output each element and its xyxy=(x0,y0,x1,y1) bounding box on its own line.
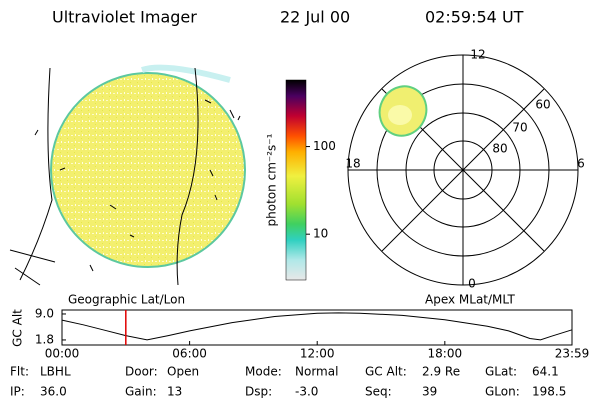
altitude-line xyxy=(61,312,573,341)
x-tick-label: 23:59 xyxy=(555,347,590,361)
earth-image xyxy=(50,64,246,268)
field-label: GLat: xyxy=(485,365,517,379)
colorbar xyxy=(285,79,307,281)
field-label: Seq: xyxy=(365,385,392,399)
polar-grid xyxy=(347,54,579,286)
y-tick-label: 9.0 xyxy=(35,306,54,320)
field-label: Door: xyxy=(125,365,158,379)
colorbar-tick-label: 10 xyxy=(313,227,328,241)
field-label: Mode: xyxy=(245,365,282,379)
time: 02:59:54 UT xyxy=(425,8,524,27)
lat-label: 80 xyxy=(492,142,507,156)
field-value: 13 xyxy=(167,385,182,399)
field-label: Gain: xyxy=(125,385,157,399)
x-tick-label: 00:00 xyxy=(45,347,80,361)
title: Ultraviolet Imager xyxy=(52,8,197,27)
field-label: IP: xyxy=(10,385,25,399)
field-label: Dsp: xyxy=(245,385,272,399)
y-tick-label: 1.8 xyxy=(35,332,54,346)
field-value: 2.9 Re xyxy=(422,365,460,379)
mlt-label: 6 xyxy=(577,157,585,171)
field-value: Normal xyxy=(295,365,338,379)
field-value: LBHL xyxy=(40,365,71,379)
auroral-blob xyxy=(378,85,428,137)
apex-label: Apex MLat/MLT xyxy=(425,293,515,307)
field-label: GC Alt: xyxy=(365,365,407,379)
field-value: 36.0 xyxy=(40,385,67,399)
colorbar-tick-label: 100 xyxy=(313,139,336,153)
mlt-label: 0 xyxy=(468,277,476,291)
field-value: 39 xyxy=(422,385,437,399)
field-label: GLon: xyxy=(485,385,520,399)
colorbar-label: photon cm⁻²s⁻¹ xyxy=(265,133,279,226)
x-tick-label: 18:00 xyxy=(428,347,463,361)
field-value: -3.0 xyxy=(295,385,318,399)
field-value: Open xyxy=(167,365,199,379)
lat-label: 60 xyxy=(535,98,550,112)
lat-label: 70 xyxy=(512,121,527,135)
geographic-label: Geographic Lat/Lon xyxy=(68,293,185,307)
field-value: 198.5 xyxy=(532,385,566,399)
geo-grid xyxy=(9,67,241,286)
date: 22 Jul 00 xyxy=(280,8,350,27)
mlt-label: 18 xyxy=(345,157,360,171)
mlt-label: 12 xyxy=(470,48,485,62)
x-tick-label: 06:00 xyxy=(172,347,207,361)
orbit-ylabel: GC Alt xyxy=(11,309,25,347)
field-label: Flt: xyxy=(10,365,29,379)
x-tick-label: 12:00 xyxy=(300,347,335,361)
field-value: 64.1 xyxy=(532,365,559,379)
